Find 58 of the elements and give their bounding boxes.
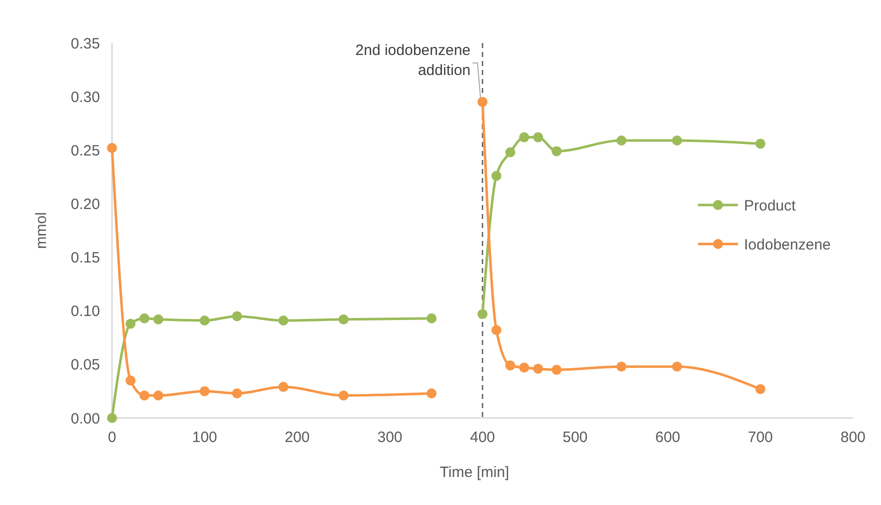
point xyxy=(338,390,349,400)
point xyxy=(491,170,502,181)
point xyxy=(552,146,562,156)
point xyxy=(126,376,136,386)
y-tick-label: 0.00 xyxy=(70,410,100,428)
point xyxy=(755,384,766,394)
point xyxy=(139,313,150,324)
legend-label: Product xyxy=(744,197,797,214)
point xyxy=(616,362,626,372)
point xyxy=(139,390,150,400)
point xyxy=(505,147,516,158)
point xyxy=(153,390,164,400)
point xyxy=(616,136,626,146)
y-tick-label: 0.10 xyxy=(70,303,100,320)
y-tick-label: 0.30 xyxy=(70,88,100,106)
x-tick-label: 300 xyxy=(377,429,402,446)
point xyxy=(278,316,288,326)
point xyxy=(755,138,766,149)
x-tick-label: 700 xyxy=(748,429,773,446)
legend-label: Iodobenzene xyxy=(744,236,831,254)
ref-line-label: 2nd iodobenzene addition xyxy=(355,42,470,79)
point xyxy=(232,388,242,398)
x-tick-label: 800 xyxy=(840,429,866,446)
point xyxy=(519,132,530,142)
x-tick-label: 0 xyxy=(108,429,116,446)
point xyxy=(338,314,349,324)
x-tick-label: 600 xyxy=(655,429,680,446)
x-tick-label: 400 xyxy=(470,429,496,446)
point xyxy=(107,413,117,423)
point xyxy=(278,382,288,392)
point xyxy=(153,314,164,324)
point xyxy=(478,309,488,320)
x-tick-label: 200 xyxy=(284,429,310,446)
y-tick-label: 0.15 xyxy=(70,250,100,267)
point xyxy=(126,318,136,329)
point xyxy=(478,96,488,107)
y-tick-label: 0.35 xyxy=(70,35,100,52)
x-axis-title: Time [min] xyxy=(440,464,510,481)
point xyxy=(232,311,242,322)
point xyxy=(672,136,682,146)
point xyxy=(672,362,682,372)
point xyxy=(426,388,437,398)
point xyxy=(491,325,502,336)
point xyxy=(107,143,117,153)
point xyxy=(200,386,210,396)
point xyxy=(426,313,437,324)
y-tick-label: 0.25 xyxy=(70,142,100,160)
point xyxy=(533,364,544,374)
y-tick-label: 0.20 xyxy=(70,196,100,213)
point xyxy=(200,316,210,326)
y-axis-title: mmol xyxy=(33,212,50,249)
point xyxy=(552,364,562,375)
x-tick-label: 100 xyxy=(192,429,218,446)
point xyxy=(533,132,544,142)
x-tick-label: 500 xyxy=(562,429,588,446)
point xyxy=(505,360,516,370)
y-tick-label: 0.05 xyxy=(70,356,100,374)
point xyxy=(519,362,530,373)
